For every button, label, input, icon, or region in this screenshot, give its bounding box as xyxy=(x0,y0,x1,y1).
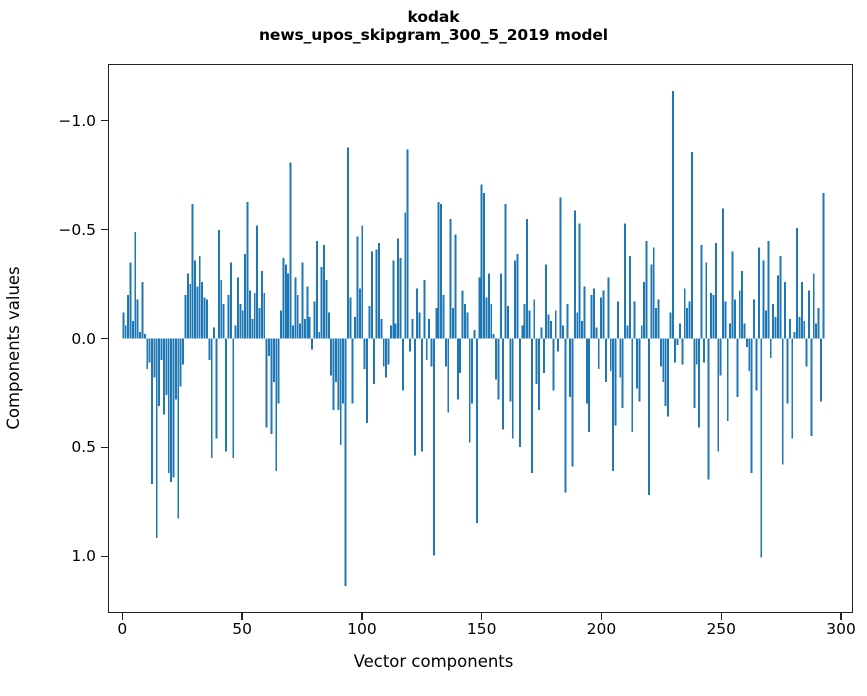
x-tick-label-0: 0 xyxy=(117,620,128,638)
x-tick-label-3: 150 xyxy=(466,620,497,638)
y-axis-ticks: 1.0 0.5 0.0 −0.5 −1.0 xyxy=(0,0,96,696)
y-tick-mark-0 xyxy=(101,555,108,557)
plot-axes xyxy=(108,64,853,613)
chart-title-line-1: kodak xyxy=(407,8,460,26)
y-tick-mark-2 xyxy=(101,337,108,340)
x-tick-label-6: 300 xyxy=(826,620,856,638)
y-tick-label-2: 0.0 xyxy=(71,329,96,348)
x-tick-mark-2 xyxy=(361,613,363,620)
x-tick-mark-0 xyxy=(121,613,124,620)
x-tick-mark-4 xyxy=(600,613,603,620)
y-tick-mark-3 xyxy=(101,228,108,231)
x-tick-mark-5 xyxy=(720,613,722,620)
y-tick-label-4: −1.0 xyxy=(58,111,96,130)
y-tick-label-1: 0.5 xyxy=(71,438,96,457)
x-tick-mark-3 xyxy=(481,613,483,620)
x-tick-label-4: 200 xyxy=(586,620,617,638)
y-tick-label-0: 1.0 xyxy=(71,547,96,566)
x-tick-mark-6 xyxy=(840,613,842,620)
x-tick-label-1: 50 xyxy=(232,620,253,638)
x-tick-label-5: 250 xyxy=(706,620,737,638)
y-tick-mark-4 xyxy=(101,119,108,122)
y-tick-label-3: −0.5 xyxy=(58,220,96,239)
chart-title-line-2: news_upos_skipgram_300_5_2019 model xyxy=(258,26,609,45)
x-axis-label: Vector components xyxy=(353,652,514,671)
y-tick-mark-1 xyxy=(101,446,108,449)
y-axis-label: Components values xyxy=(4,266,23,430)
x-tick-label-2: 100 xyxy=(347,620,377,638)
x-tick-mark-1 xyxy=(241,613,243,620)
chart-title: kodak news_upos_skipgram_300_5_2019 mode… xyxy=(0,8,867,45)
bar-series xyxy=(122,91,825,586)
